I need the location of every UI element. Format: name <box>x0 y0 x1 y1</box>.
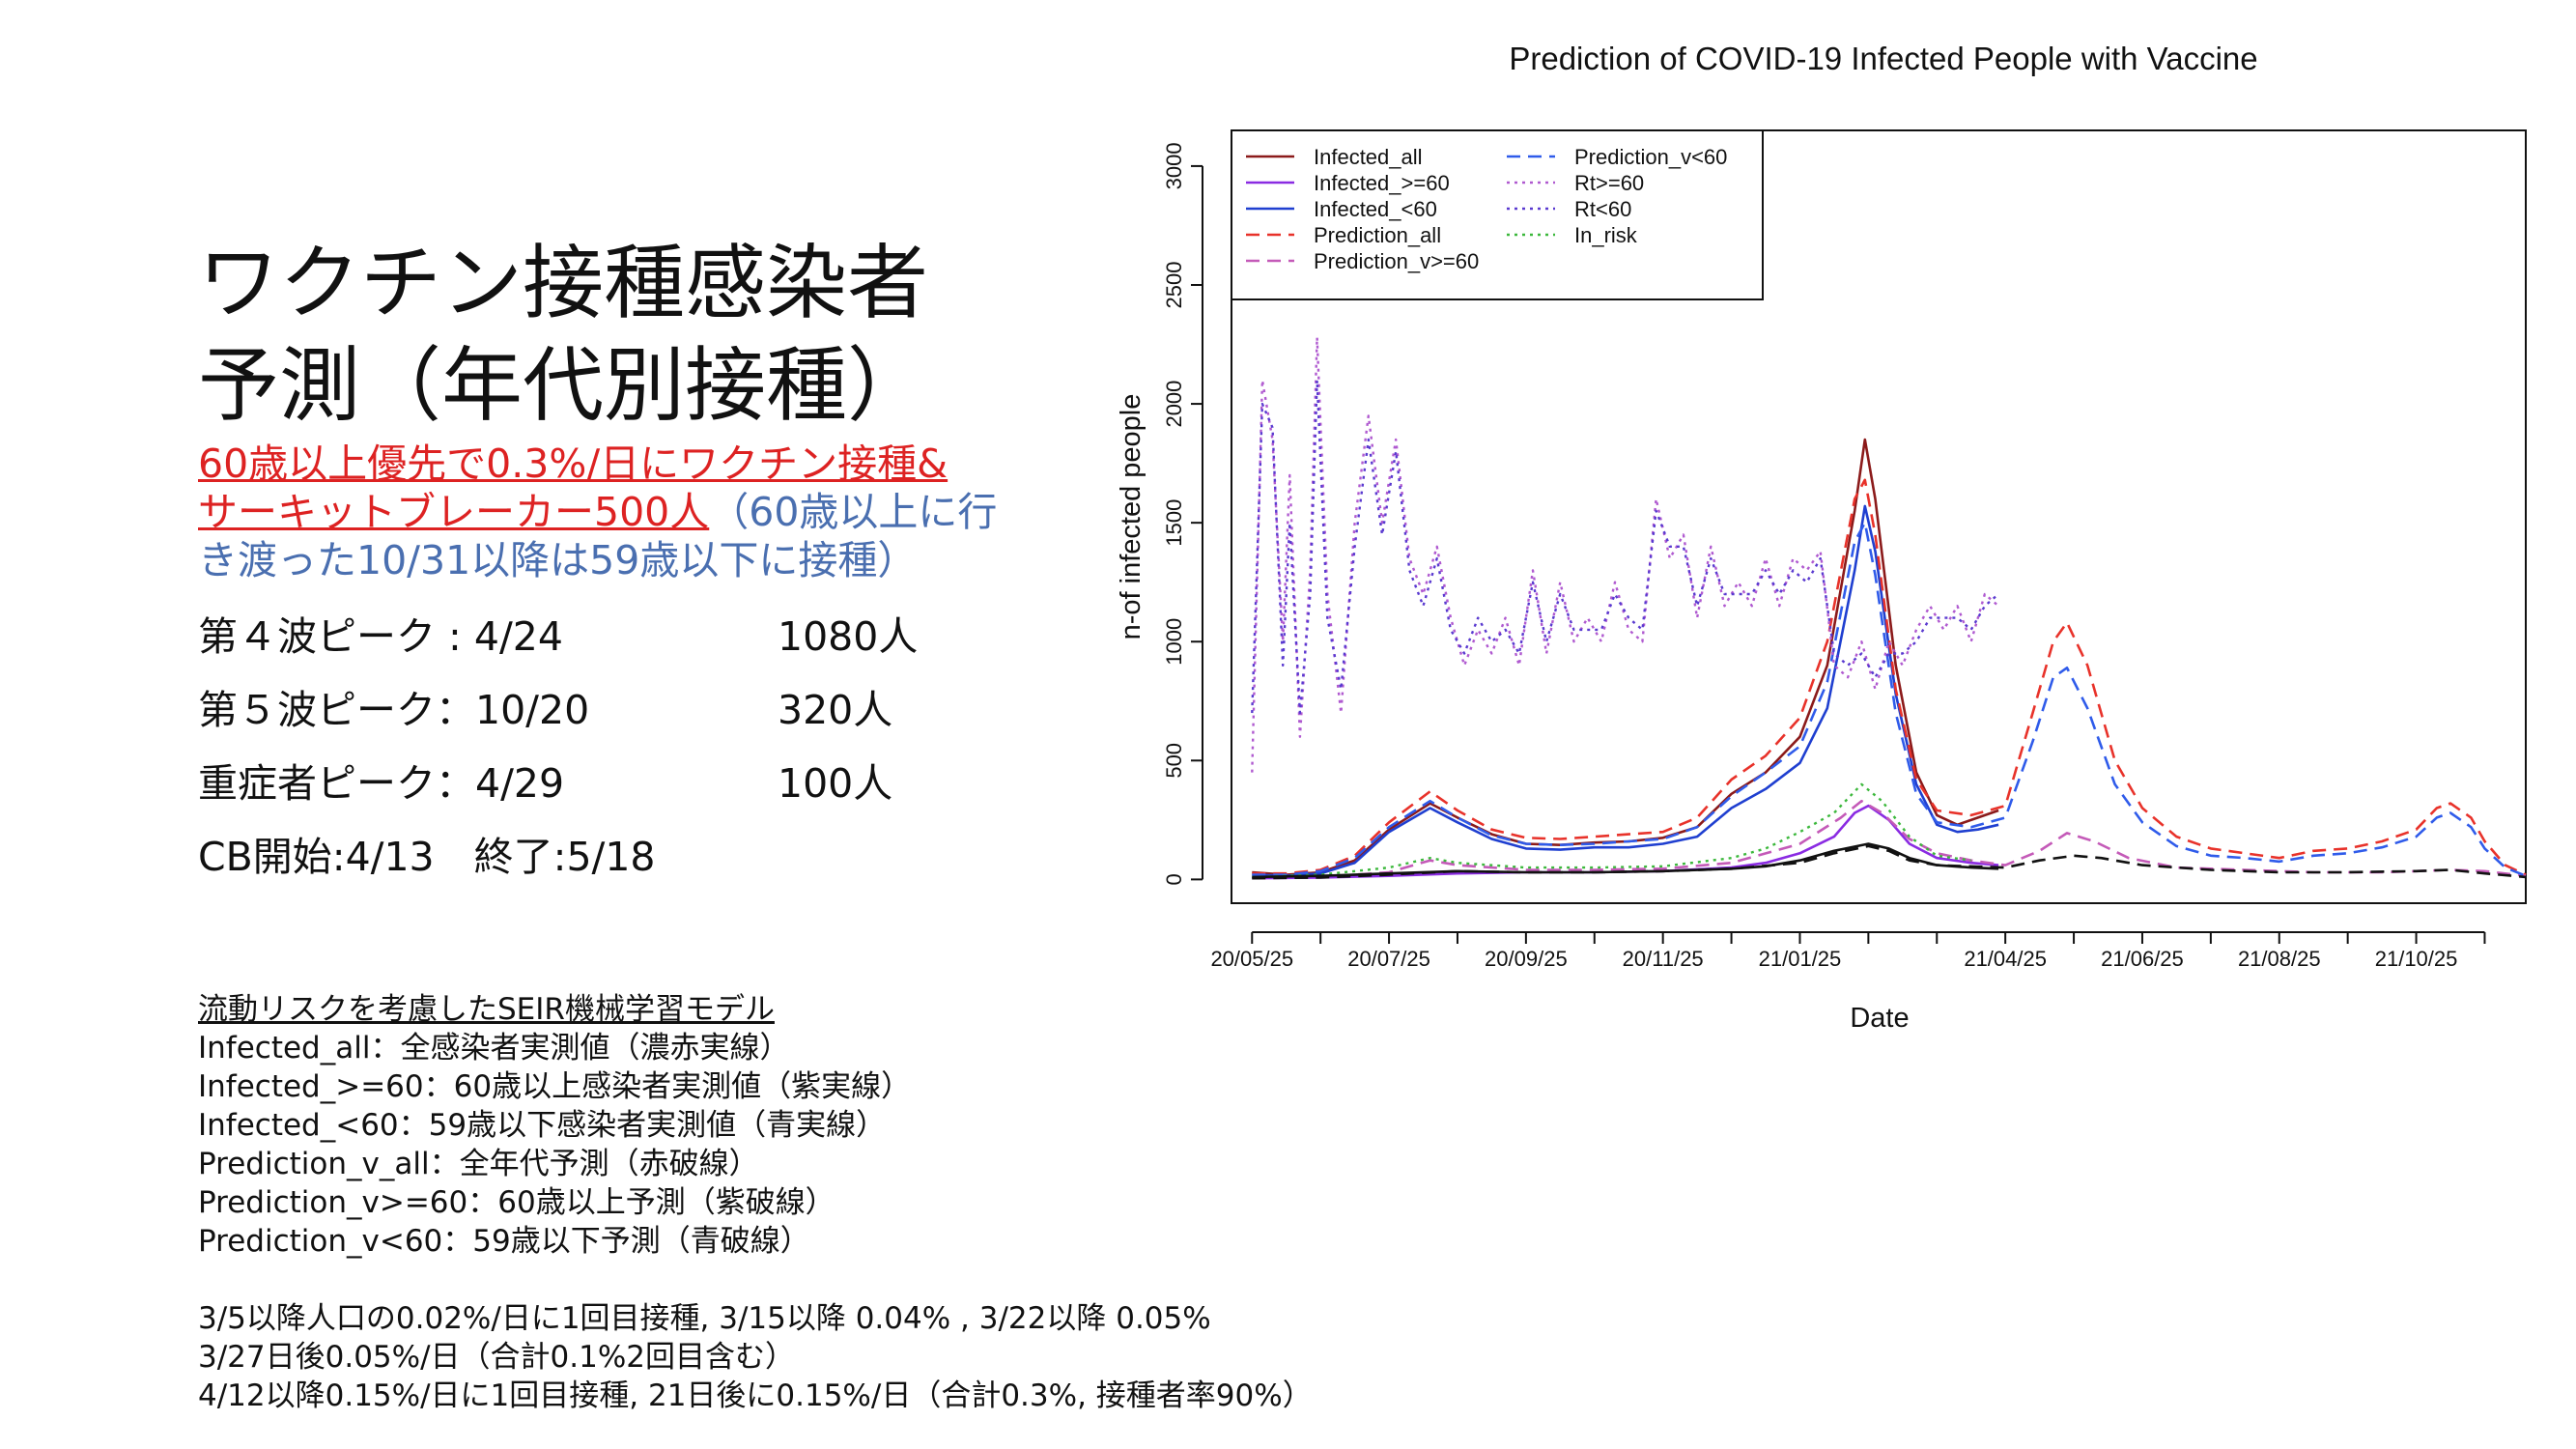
y-tick-label: 500 <box>1162 743 1186 779</box>
series-line-rt-60 <box>1251 336 1999 773</box>
legend-label: Rt>=60 <box>1574 171 1644 195</box>
legend-box <box>1231 129 1764 300</box>
notes-vaccine-line: 3/5以降人口の0.02%/日に1回目接種, 3/15以降 0.04% , 3/… <box>198 1301 1211 1336</box>
y-tick-label: 1000 <box>1162 618 1186 666</box>
series-line-prediction-all <box>1252 478 2527 876</box>
legend-label: Prediction_v>=60 <box>1314 249 1479 273</box>
y-tick-label: 3000 <box>1162 142 1186 189</box>
series-line-infected-severe <box>1252 842 1999 879</box>
legend-label: Infected_<60 <box>1314 197 1437 221</box>
chart-title: Prediction of COVID-19 Infected People w… <box>1509 41 2257 76</box>
x-tick-label: 20/05/25 <box>1210 947 1293 971</box>
notes-legend-line: Infected_all：全感染者実測値（濃赤実線） <box>198 1031 790 1065</box>
x-tick-label: 21/10/25 <box>2375 947 2458 971</box>
x-tick-label: 21/04/25 <box>1964 947 2047 971</box>
line-chart: Prediction of COVID-19 Infected People w… <box>1116 41 2527 1034</box>
subtitle-red-line-1: 60歳以上優先で0.3%/日にワクチン接種& <box>198 440 948 487</box>
legend-label: Prediction_all <box>1314 223 1441 247</box>
y-tick-label: 2500 <box>1162 262 1186 309</box>
notes-legend-line: Prediction_v<60：59歳以下予測（青破線） <box>198 1224 810 1259</box>
notes-legend-line: Infected_>=60：60歳以上感染者実測値（紫実線） <box>198 1069 912 1104</box>
notes-legend-line: Infected_<60：59歳以下感染者実測値（青実線） <box>198 1108 887 1143</box>
x-tick-label: 21/08/25 <box>2238 947 2321 971</box>
title-line-1: ワクチン接種感染者 <box>198 236 929 330</box>
chart-container: Prediction of COVID-19 Infected People w… <box>1101 39 2550 1034</box>
notes-heading: 流動リスクを考慮したSEIR機械学習モデル <box>198 992 775 1027</box>
series-line-in-risk <box>1252 782 1971 879</box>
legend-label: Prediction_v<60 <box>1574 145 1727 169</box>
stat-value: 100人 <box>778 760 893 807</box>
legend-label: Rt<60 <box>1574 197 1631 221</box>
series-line-infected-60 <box>1252 804 1999 880</box>
notes-vaccine-line: 4/12以降0.15%/日に1回目接種, 21日後に0.15%/日（合計0.3%… <box>198 1378 1313 1413</box>
notes-legend-line: Prediction_v>=60：60歳以上予測（紫破線） <box>198 1185 835 1220</box>
page-title: ワクチン接種感染者 予測（年代別接種） <box>198 232 928 437</box>
stat-value: 320人 <box>778 687 893 733</box>
y-tick-label: 2000 <box>1162 381 1186 428</box>
series-line-infected-60 <box>1252 504 1999 877</box>
plot-frame <box>1231 129 2527 904</box>
notes-block: 流動リスクを考慮したSEIR機械学習モデル Infected_all：全感染者実… <box>198 990 1313 1415</box>
notes-vaccine-line: 3/27日後0.05%/日（合計0.1%2回目含む） <box>198 1340 796 1375</box>
legend-label: Infected_all <box>1314 145 1423 169</box>
stat-label: 第４波ピーク : 4/24 <box>198 613 563 660</box>
subtitle-blue-line-2: き渡った10/31以降は59歳以下に接種） <box>198 537 918 583</box>
x-tick-label: 21/06/25 <box>2101 947 2184 971</box>
stat-label: CB開始:4/13 終了:5/18 <box>198 834 656 880</box>
series-line-rt-60 <box>1251 379 1999 715</box>
x-axis-label: Date <box>1850 1003 1909 1034</box>
x-tick-label: 21/01/25 <box>1759 947 1842 971</box>
series-line-prediction-v-60 <box>1252 799 2527 880</box>
x-tick-label: 20/11/25 <box>1623 947 1704 971</box>
legend-label: Infected_>=60 <box>1314 171 1450 195</box>
x-tick-label: 20/09/25 <box>1485 947 1568 971</box>
subtitle-red-line-2: サーキットブレーカー500人 <box>198 489 710 535</box>
series-line-prediction-v-60 <box>1252 521 2527 877</box>
stat-value: 1080人 <box>778 613 919 660</box>
y-tick-label: 1500 <box>1162 499 1186 547</box>
stat-label: 重症者ピーク：4/29 <box>198 760 565 807</box>
stat-label: 第５波ピーク：10/20 <box>198 687 590 733</box>
title-line-2: 予測（年代別接種） <box>198 338 929 433</box>
legend-label: In_risk <box>1574 223 1638 247</box>
notes-legend-line: Prediction_v_all：全年代予測（赤破線） <box>198 1147 759 1181</box>
y-tick-label: 0 <box>1162 873 1186 885</box>
subtitle-block: 60歳以上優先で0.3%/日にワクチン接種& サーキットブレーカー500人（60… <box>198 440 997 584</box>
subtitle-blue-inline: （60歳以上に行 <box>709 489 998 535</box>
y-axis-label: n-of infected people <box>1116 394 1146 640</box>
x-tick-label: 20/07/25 <box>1347 947 1430 971</box>
